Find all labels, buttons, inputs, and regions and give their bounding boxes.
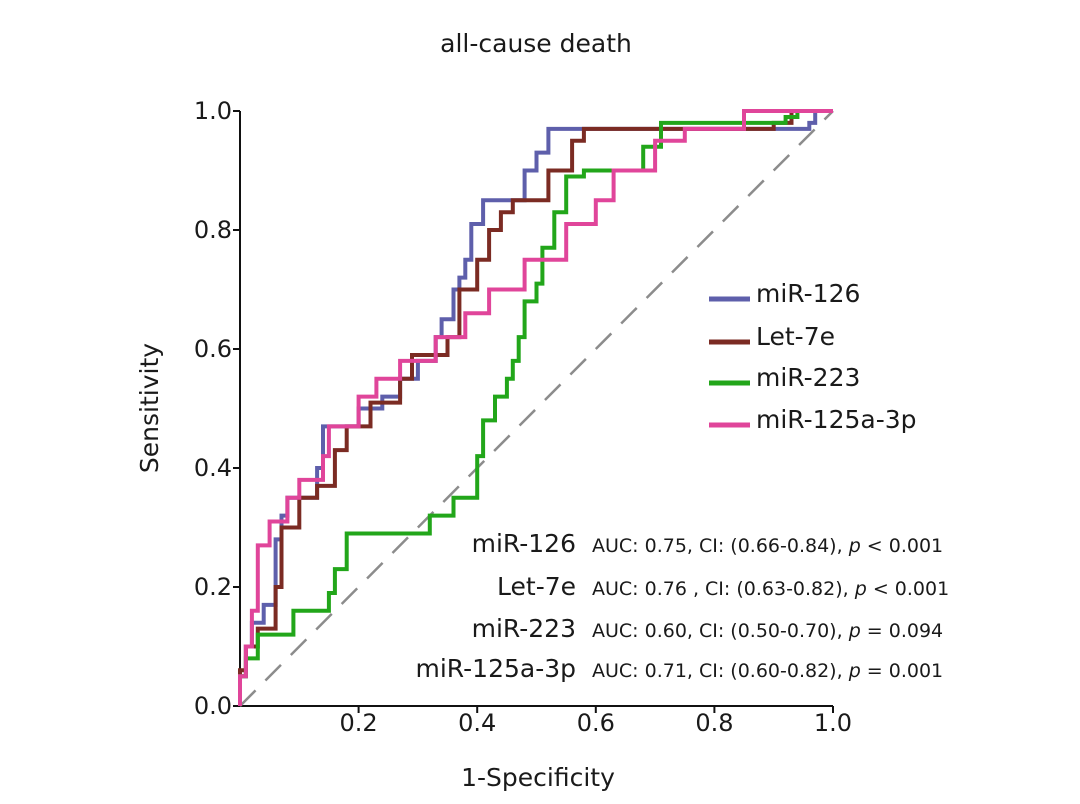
ticks: 0.0 0.2 0.4 0.6 0.8 1.0 0.2 0.4 0.6 0.8 1.0 — [194, 97, 852, 737]
x-tick-label: 0.6 — [577, 709, 615, 737]
series-line-mir-125a-3p — [238, 109, 833, 706]
series-group — [238, 109, 833, 706]
x-tick-label: 0.4 — [458, 709, 496, 737]
y-tick-label: 1.0 — [194, 97, 232, 125]
x-tick-label: 0.2 — [340, 709, 378, 737]
x-axis-label: 1-Specificity — [461, 763, 615, 792]
stat-values: AUC: 0.76 , CI: (0.63-0.82), p < 0.001 — [592, 578, 949, 600]
y-tick-label: 0.0 — [194, 692, 232, 720]
stat-values: AUC: 0.71, CI: (0.60-0.82), p = 0.001 — [592, 660, 943, 682]
series-line-let-7e — [238, 109, 833, 706]
stat-name: miR-126 — [472, 529, 576, 558]
reference-diagonal-line — [239, 110, 834, 707]
legend-label: miR-125a-3p — [756, 405, 917, 434]
stat-name: miR-223 — [472, 614, 576, 643]
stat-name: Let-7e — [497, 572, 576, 601]
legend-label: miR-223 — [756, 363, 860, 392]
x-tick-label: 1.0 — [814, 709, 852, 737]
chart-title: all-cause death — [440, 29, 632, 58]
legend-label: Let-7e — [756, 322, 835, 351]
stat-name: miR-125a-3p — [415, 654, 576, 683]
stats-table: miR-126 AUC: 0.75, CI: (0.66-0.84), p < 0… — [415, 529, 949, 683]
y-axis-label: Sensitivity — [135, 343, 164, 473]
x-tick-label: 0.8 — [695, 709, 733, 737]
legend-label: miR-126 — [756, 279, 860, 308]
stat-values: AUC: 0.75, CI: (0.66-0.84), p < 0.001 — [592, 535, 943, 557]
stat-values: AUC: 0.60, CI: (0.50-0.70), p = 0.094 — [592, 620, 943, 642]
legend: miR-126 Let-7e miR-223 miR-125a-3p — [709, 279, 917, 434]
y-tick-label: 0.2 — [194, 573, 232, 601]
axes — [239, 111, 833, 707]
y-tick-label: 0.8 — [194, 216, 232, 244]
y-tick-label: 0.6 — [194, 335, 232, 363]
y-tick-label: 0.4 — [194, 454, 232, 482]
